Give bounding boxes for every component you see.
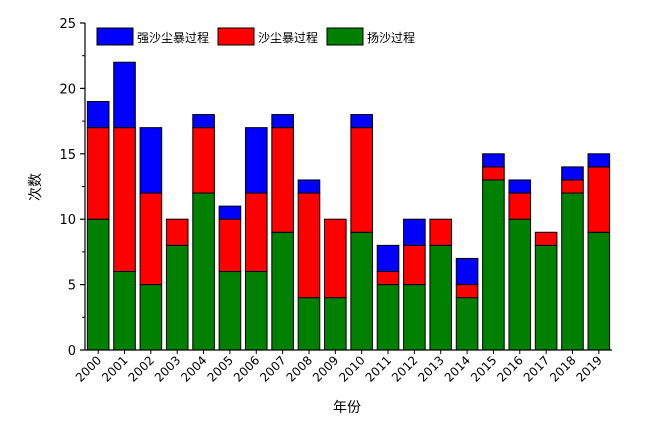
bar-2010-series-0 [350,231,373,351]
x-tick-label-2010: 2010 [336,353,367,384]
bars-group [86,61,611,351]
bar-2013-series-1 [429,218,453,246]
x-tick-label-2015: 2015 [468,353,499,384]
bar-2013-series-0 [429,244,453,351]
legend-swatch-1 [217,27,255,46]
bar-2000-series-2 [86,100,110,129]
bar-2015-series-0 [482,179,505,351]
bar-2005-series-1 [218,218,242,273]
bar-2000-series-1 [86,127,110,220]
bar-2011-series-2 [376,244,400,273]
bar-2002-series-2 [139,127,163,194]
bar-2016-series-2 [508,179,532,194]
legend-label-1: 沙尘暴过程 [258,30,318,45]
bar-2002-series-0 [139,284,163,351]
bar-2019-series-2 [587,153,611,168]
bar-2012-series-0 [403,284,426,351]
bar-2010-series-2 [350,114,373,129]
bar-2012-series-1 [403,244,426,286]
bar-2006-series-0 [244,271,268,351]
x-tick-label-2017: 2017 [521,353,552,384]
legend-label-2: 扬沙过程 [367,30,415,45]
legend-swatch-0 [96,27,134,46]
x-tick-label-2016: 2016 [494,353,525,384]
legend: 强沙尘暴过程 沙尘暴过程 扬沙过程 [96,27,415,46]
bar-2018-series-2 [561,166,584,181]
bar-2004-series-1 [192,127,215,194]
bar-2001-series-1 [113,127,136,273]
bar-2012-series-2 [403,218,426,246]
x-tick-label-2009: 2009 [310,353,341,384]
x-tick-label-2013: 2013 [415,353,446,384]
bar-2003-series-0 [165,244,189,351]
bar-2002-series-1 [139,192,163,286]
x-axis-label: 年份 [333,400,361,416]
x-tick-label-2001: 2001 [99,353,130,384]
bar-2003-series-1 [165,218,189,246]
bar-2008-series-0 [297,297,321,351]
bar-2007-series-2 [271,114,294,129]
y-tick-label-10: 10 [59,213,76,228]
bar-2001-series-0 [113,271,136,351]
y-tick-label-5: 5 [68,279,76,294]
bar-2017-series-0 [534,244,558,351]
x-tick-label-2014: 2014 [442,353,473,384]
bar-2008-series-1 [297,192,321,299]
legend-label-0: 强沙尘暴过程 [137,30,209,45]
bar-2000-series-0 [86,218,110,351]
bar-2016-series-0 [508,218,532,351]
bar-2015-series-1 [482,166,505,181]
bar-2014-series-1 [455,284,479,299]
x-tick-label-2011: 2011 [363,353,394,384]
bar-2014-series-2 [455,257,479,286]
x-tick-label-2008: 2008 [284,353,315,384]
bar-2016-series-1 [508,192,532,220]
bar-2014-series-0 [455,297,479,351]
bar-2005-series-2 [218,205,242,220]
x-tick-label-2019: 2019 [573,353,604,384]
y-tick-label-15: 15 [59,148,76,163]
bar-2009-series-1 [324,218,347,299]
bar-2004-series-2 [192,114,215,129]
bar-2008-series-2 [297,179,321,194]
x-tick-label-2004: 2004 [178,353,209,384]
bar-2009-series-0 [324,297,347,351]
bar-2006-series-2 [244,127,268,194]
bar-2004-series-0 [192,192,215,351]
bar-2001-series-2 [113,61,136,129]
bar-2018-series-0 [561,192,584,351]
bar-2011-series-1 [376,271,400,286]
x-tick-label-2000: 2000 [73,353,104,384]
bar-2005-series-0 [218,271,242,351]
bar-2007-series-1 [271,127,294,233]
bar-2019-series-1 [587,166,611,233]
y-axis-label: 次数 [28,173,44,201]
y-tick-label-25: 25 [59,17,76,32]
bar-2015-series-2 [482,153,505,168]
bar-2017-series-1 [534,231,558,246]
x-tick-label-2006: 2006 [231,353,262,384]
bar-2006-series-1 [244,192,268,273]
x-tick-label-2018: 2018 [547,353,578,384]
x-tick-label-2005: 2005 [205,353,236,384]
x-tick-label-2007: 2007 [257,353,288,384]
y-tick-label-20: 20 [59,82,76,97]
legend-swatch-2 [326,27,364,46]
bar-2018-series-1 [561,179,584,194]
bar-2011-series-0 [376,284,400,351]
x-tick-label-2002: 2002 [125,353,156,384]
bar-2019-series-0 [587,231,611,351]
x-tick-label-2012: 2012 [389,353,420,384]
y-tick-label-0: 0 [68,344,76,359]
bar-2007-series-0 [271,231,294,351]
bar-2010-series-1 [350,127,373,233]
x-tick-label-2003: 2003 [152,353,183,384]
